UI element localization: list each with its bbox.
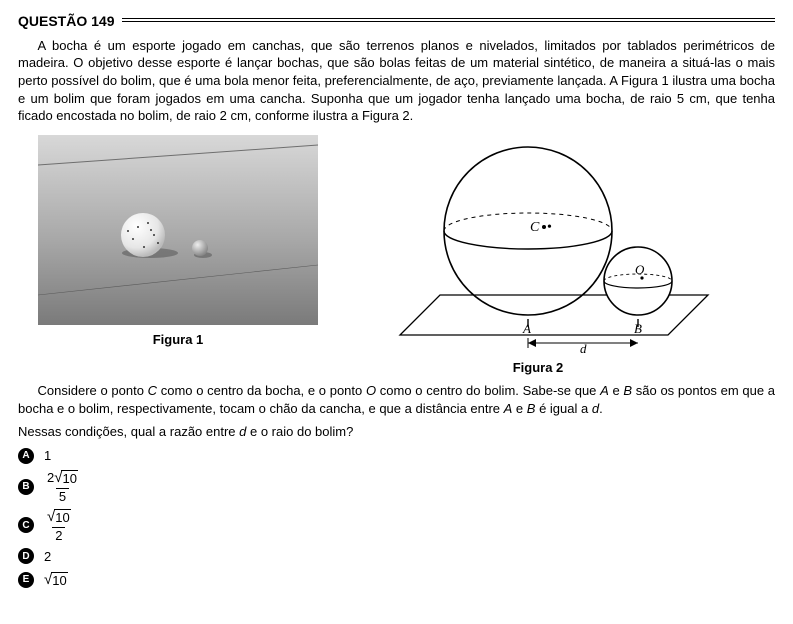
option-B[interactable]: B 2√10 5 xyxy=(18,470,775,503)
radicand: 10 xyxy=(61,470,77,487)
p2-seg: é igual a xyxy=(535,401,591,416)
label-O: O xyxy=(635,262,645,277)
p2-seg: e xyxy=(609,383,624,398)
figure-2-caption: Figura 2 xyxy=(513,359,564,377)
option-A[interactable]: A 1 xyxy=(18,447,775,465)
header-rule xyxy=(122,18,775,24)
question-number: QUESTÃO 149 xyxy=(18,12,114,31)
sym-B: B xyxy=(623,383,632,398)
paragraph-2: Considere o ponto C como o centro da boc… xyxy=(18,382,775,417)
option-E[interactable]: E √10 xyxy=(18,571,775,589)
sym-A2: A xyxy=(504,401,513,416)
option-letter: E xyxy=(18,572,34,588)
label-B: B xyxy=(634,321,642,336)
p3-seg: e o raio do bolim? xyxy=(246,424,353,439)
option-value: √10 2 xyxy=(44,509,74,542)
p2-seg: e xyxy=(512,401,526,416)
label-d: d xyxy=(580,341,587,353)
paragraph-1: A bocha é um esporte jogado em canchas, … xyxy=(18,37,775,125)
option-value: 2√10 5 xyxy=(44,470,81,503)
sym-O: O xyxy=(366,383,376,398)
answer-options: A 1 B 2√10 5 C √10 2 D 2 E √10 xyxy=(18,447,775,589)
p2-seg: Considere o ponto xyxy=(38,383,148,398)
figures-row: Figura 1 C • O A B xyxy=(18,135,775,377)
figure-2: C • O A B d Figura 2 xyxy=(358,135,718,377)
option-value: √10 xyxy=(44,571,68,589)
option-letter: C xyxy=(18,517,34,533)
denominator: 5 xyxy=(56,488,69,503)
radicand: 10 xyxy=(51,572,67,589)
option-letter: D xyxy=(18,548,34,564)
option-C[interactable]: C √10 2 xyxy=(18,509,775,542)
figure-2-svg: C • O A B d xyxy=(358,135,718,353)
option-letter: B xyxy=(18,479,34,495)
sym-C: C xyxy=(148,383,157,398)
denominator: 2 xyxy=(52,527,65,542)
figure-1-svg xyxy=(38,135,318,325)
question-body: A bocha é um esporte jogado em canchas, … xyxy=(18,37,775,125)
label-C: C xyxy=(530,220,540,235)
figure-1-caption: Figura 1 xyxy=(153,331,204,349)
coeff: 2 xyxy=(47,470,54,485)
after-figures-text: Considere o ponto C como o centro da boc… xyxy=(18,382,775,441)
p2-seg: . xyxy=(599,401,603,416)
sym-d: d xyxy=(592,401,599,416)
label-A: A xyxy=(522,321,531,336)
question-header: QUESTÃO 149 xyxy=(18,12,775,31)
p2-seg: como o centro da bocha, e o ponto xyxy=(157,383,366,398)
sym-A: A xyxy=(600,383,609,398)
paragraph-3: Nessas condições, qual a razão entre d e… xyxy=(18,423,775,441)
figure-1: Figura 1 xyxy=(38,135,318,349)
option-value: 1 xyxy=(44,447,51,465)
option-D[interactable]: D 2 xyxy=(18,548,775,566)
option-letter: A xyxy=(18,448,34,464)
option-value: 2 xyxy=(44,548,51,566)
svg-text:•: • xyxy=(547,220,552,235)
p3-seg: Nessas condições, qual a razão entre xyxy=(18,424,239,439)
radicand: 10 xyxy=(54,509,70,526)
p2-seg: como o centro do bolim. Sabe-se que xyxy=(376,383,600,398)
